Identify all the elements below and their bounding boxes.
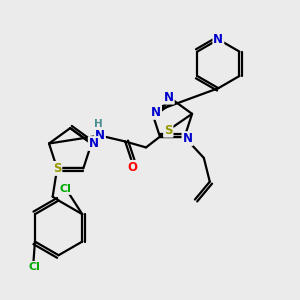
Text: S: S xyxy=(53,162,62,175)
Text: H: H xyxy=(94,119,103,129)
Text: Cl: Cl xyxy=(60,184,72,194)
Text: N: N xyxy=(213,33,224,46)
Text: S: S xyxy=(164,124,172,137)
Text: N: N xyxy=(89,137,99,150)
Text: Cl: Cl xyxy=(29,262,41,272)
Text: O: O xyxy=(128,161,138,174)
Text: N: N xyxy=(182,132,193,145)
Text: N: N xyxy=(95,129,105,142)
Text: N: N xyxy=(164,91,174,103)
Text: N: N xyxy=(151,106,161,119)
